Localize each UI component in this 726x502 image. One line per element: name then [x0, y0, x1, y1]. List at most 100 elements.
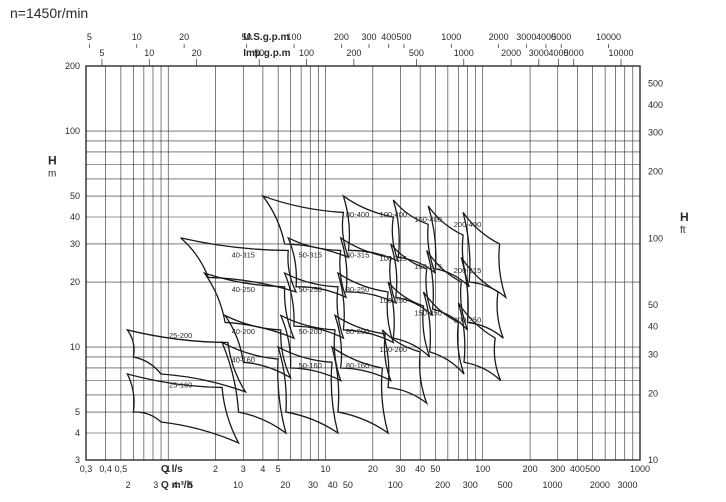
- x-tick-usgpm: 5000: [551, 32, 571, 42]
- x-label-m3h: Q m³/h: [161, 480, 193, 491]
- y-tick-m: 50: [70, 191, 80, 201]
- x-tick-impgpm: 5000: [564, 48, 584, 58]
- y-tick-m: 40: [70, 212, 80, 222]
- x-tick-ls: 500: [585, 464, 600, 474]
- x-label-impgpm: Imp.g.p.m: [243, 48, 290, 59]
- x-tick-m3h: 200: [435, 480, 450, 490]
- x-tick-impgpm: 2000: [501, 48, 521, 58]
- x-tick-usgpm: 5: [87, 32, 92, 42]
- x-label-usgpm: U.S.g.p.m: [243, 32, 289, 43]
- pump-region-label: 200-315: [454, 266, 482, 275]
- pump-region-label: 40-200: [232, 327, 255, 336]
- x-tick-m3h: 3000: [618, 480, 638, 490]
- pump-region-label: 40-250: [232, 285, 255, 294]
- x-tick-m3h: 50: [343, 480, 353, 490]
- x-tick-ls: 2: [213, 464, 218, 474]
- y-tick-ft: 30: [648, 349, 658, 359]
- y-tick-m: 3: [75, 455, 80, 465]
- pump-region-label: 25-200: [169, 331, 192, 340]
- pump-region-label: 150-250: [414, 308, 442, 317]
- pump-region-label: 80-400: [346, 210, 369, 219]
- x-tick-ls: 400: [570, 464, 585, 474]
- x-tick-usgpm: 20: [179, 32, 189, 42]
- x-tick-impgpm: 10: [144, 48, 154, 58]
- y-tick-ft: 100: [648, 233, 663, 243]
- x-tick-ls: 0,4: [99, 464, 112, 474]
- y-tick-ft: 40: [648, 322, 658, 332]
- pump-region-label: 100-250: [380, 296, 408, 305]
- pump-region-label: 100-200: [380, 345, 408, 354]
- y-tick-ft: 300: [648, 128, 663, 138]
- x-tick-m3h: 40: [328, 480, 338, 490]
- x-tick-impgpm: 1000: [454, 48, 474, 58]
- x-tick-impgpm: 200: [346, 48, 361, 58]
- y-tick-ft: 500: [648, 79, 663, 89]
- pump-region-label: 100-400: [380, 210, 408, 219]
- pump-region-label: 150-400: [414, 215, 442, 224]
- x-tick-usgpm: 500: [396, 32, 411, 42]
- x-tick-impgpm: 100: [299, 48, 314, 58]
- y-label-right-ft: ft: [680, 225, 686, 236]
- x-tick-ls: 3: [241, 464, 246, 474]
- x-tick-usgpm: 1000: [441, 32, 461, 42]
- y-label-left-H: H: [48, 153, 57, 167]
- pump-region-label: 200-400: [454, 220, 482, 229]
- x-tick-ls: 30: [396, 464, 406, 474]
- x-tick-impgpm: 10000: [609, 48, 634, 58]
- y-tick-m: 100: [65, 126, 80, 136]
- x-tick-ls: 0,3: [80, 464, 93, 474]
- x-tick-m3h: 30: [308, 480, 318, 490]
- x-tick-ls: 100: [475, 464, 490, 474]
- x-tick-ls: 5: [276, 464, 281, 474]
- x-tick-m3h: 2000: [590, 480, 610, 490]
- pump-region-label: 50-315: [299, 250, 322, 259]
- y-tick-m: 4: [75, 428, 80, 438]
- x-tick-usgpm: 10: [132, 32, 142, 42]
- y-tick-ft: 400: [648, 100, 663, 110]
- pump-region-label: 50-200: [299, 327, 322, 336]
- chart-title: n=1450r/min: [10, 5, 88, 21]
- x-tick-m3h: 100: [388, 480, 403, 490]
- x-tick-m3h: 300: [463, 480, 478, 490]
- y-tick-ft: 10: [648, 455, 658, 465]
- x-tick-ls: 20: [368, 464, 378, 474]
- x-tick-usgpm: 2000: [489, 32, 509, 42]
- pump-region-label: 40-315: [232, 250, 255, 259]
- y-label-left-m: m: [48, 168, 56, 179]
- pump-selection-chart: n=1450r/min0,30,40,512345102030405010020…: [0, 0, 726, 502]
- x-tick-ls: 200: [523, 464, 538, 474]
- x-tick-ls: 40: [415, 464, 425, 474]
- x-label-ls: Q l/s: [161, 464, 183, 475]
- y-tick-m: 5: [75, 407, 80, 417]
- x-tick-ls: 1000: [630, 464, 650, 474]
- x-tick-ls: 300: [550, 464, 565, 474]
- x-tick-usgpm: 300: [362, 32, 377, 42]
- x-tick-ls: 10: [320, 464, 330, 474]
- x-tick-ls: 0,5: [115, 464, 128, 474]
- x-tick-m3h: 20: [280, 480, 290, 490]
- y-tick-m: 200: [65, 61, 80, 71]
- x-tick-usgpm: 400: [381, 32, 396, 42]
- x-tick-impgpm: 3000: [529, 48, 549, 58]
- x-tick-impgpm: 20: [192, 48, 202, 58]
- x-tick-usgpm: 200: [334, 32, 349, 42]
- y-tick-m: 30: [70, 239, 80, 249]
- x-tick-ls: 50: [430, 464, 440, 474]
- x-tick-impgpm: 5: [99, 48, 104, 58]
- x-tick-m3h: 500: [498, 480, 513, 490]
- x-tick-m3h: 3: [153, 480, 158, 490]
- x-tick-m3h: 1000: [543, 480, 563, 490]
- x-tick-ls: 4: [260, 464, 265, 474]
- x-tick-m3h: 2: [126, 480, 131, 490]
- y-tick-ft: 200: [648, 167, 663, 177]
- x-tick-m3h: 10: [233, 480, 243, 490]
- y-tick-ft: 20: [648, 388, 658, 398]
- y-tick-m: 20: [70, 277, 80, 287]
- y-tick-ft: 50: [648, 300, 658, 310]
- x-tick-usgpm: 10000: [596, 32, 621, 42]
- x-tick-usgpm: 3000: [516, 32, 536, 42]
- x-tick-impgpm: 500: [409, 48, 424, 58]
- y-tick-m: 10: [70, 342, 80, 352]
- pump-region-label: 25-160: [169, 380, 192, 389]
- y-label-right-H: H: [680, 210, 689, 224]
